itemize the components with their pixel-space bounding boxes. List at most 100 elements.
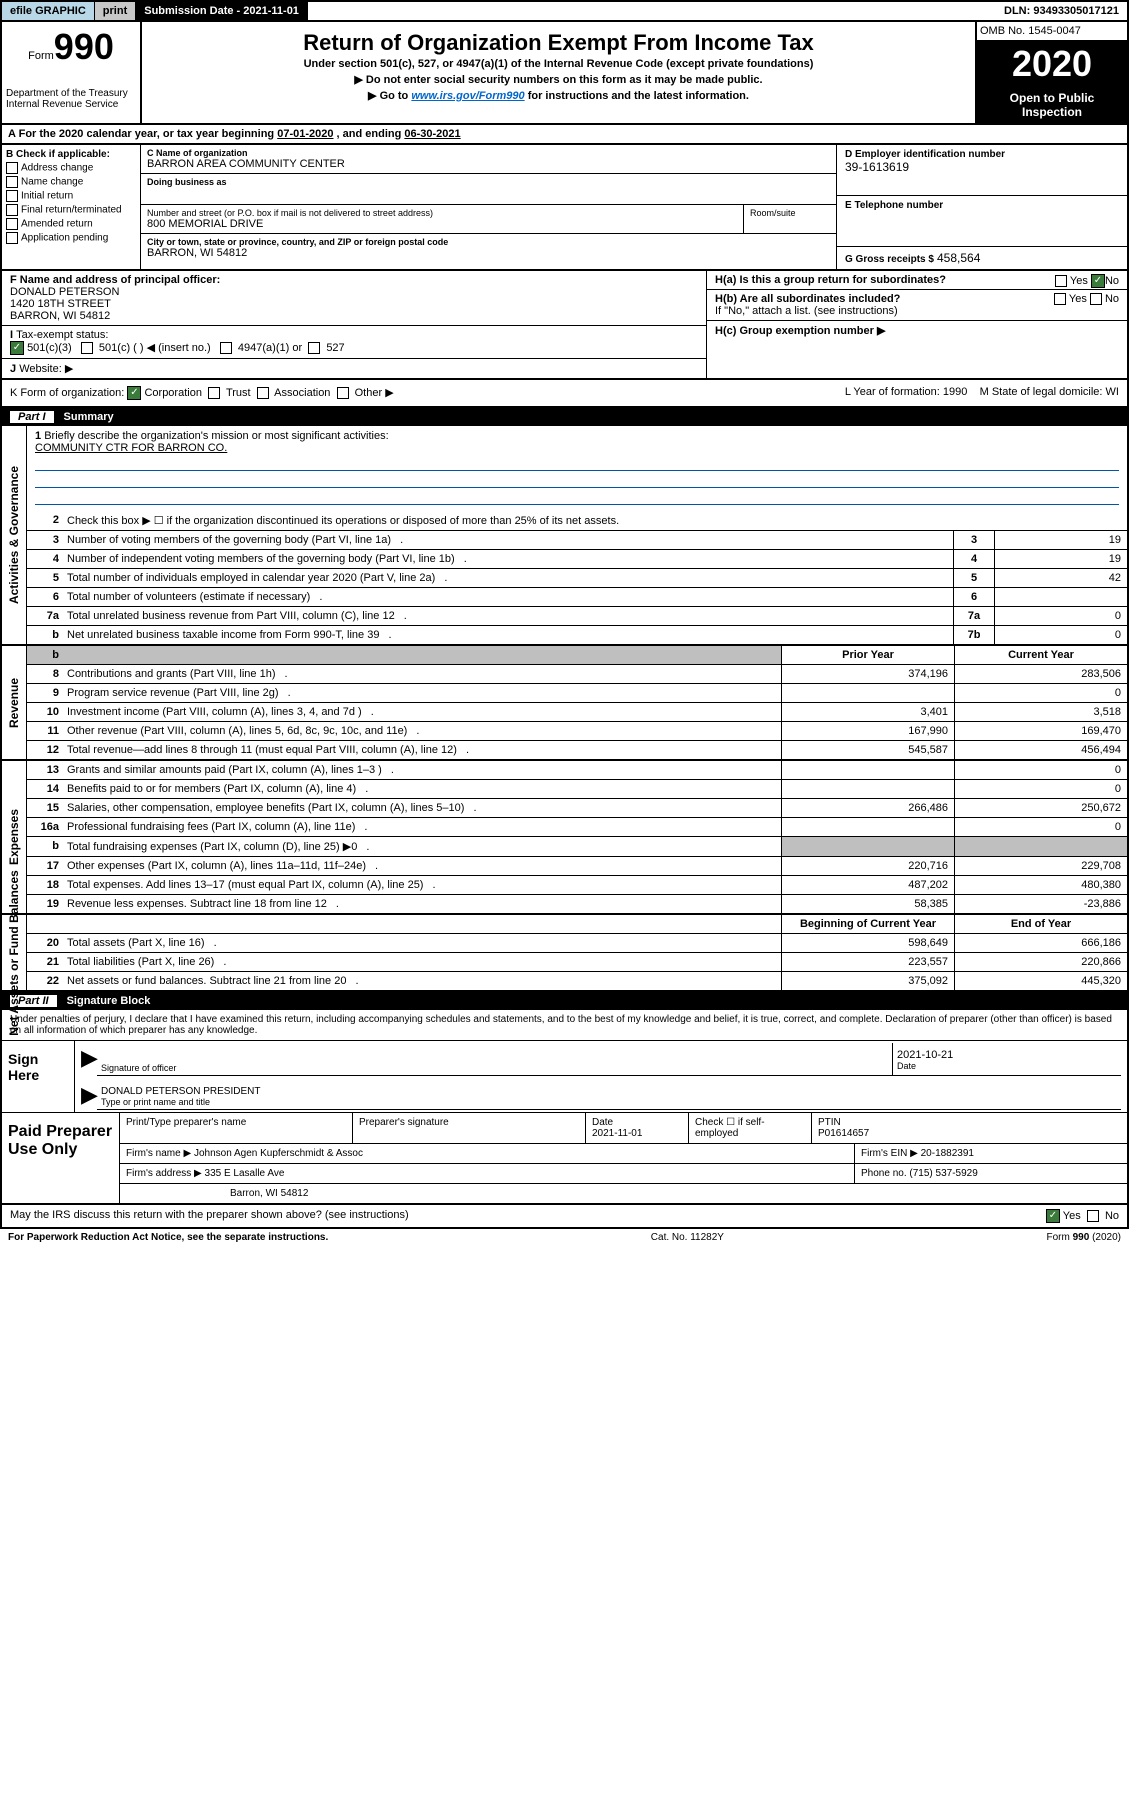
discuss-no-label: No <box>1105 1210 1119 1222</box>
submission-date: Submission Date - 2021-11-01 <box>136 2 308 20</box>
discuss-label: May the IRS discuss this return with the… <box>10 1209 409 1223</box>
instr-ssn: Do not enter social security numbers on … <box>148 73 969 86</box>
application-pending-checkbox[interactable] <box>6 232 18 244</box>
hc-label: H(c) Group exemption number ▶ <box>715 325 885 337</box>
instr-link-row: Go to www.irs.gov/Form990 for instructio… <box>148 89 969 102</box>
sig-name-value: DONALD PETERSON PRESIDENT <box>101 1086 1117 1097</box>
trust-checkbox[interactable] <box>208 387 220 399</box>
initial-return-label: Initial return <box>21 191 73 202</box>
firm-phone-value: (715) 537-5929 <box>909 1168 977 1179</box>
part1-title: Summary <box>64 411 114 423</box>
address-change-checkbox[interactable] <box>6 162 18 174</box>
print-button[interactable]: print <box>95 2 136 20</box>
initial-return-checkbox[interactable] <box>6 190 18 202</box>
form-right-block: OMB No. 1545-0047 2020 Open to Public In… <box>975 22 1127 123</box>
form-subtitle: Under section 501(c), 527, or 4947(a)(1)… <box>148 58 969 70</box>
final-return-checkbox[interactable] <box>6 204 18 216</box>
footer: For Paperwork Reduction Act Notice, see … <box>0 1229 1129 1246</box>
firm-addr1-value: 335 E Lasalle Ave <box>205 1168 285 1179</box>
discuss-yes-label: Yes <box>1063 1210 1081 1222</box>
hb-no-label: No <box>1105 293 1119 305</box>
hb-note: If "No," attach a list. (see instruction… <box>715 305 1119 317</box>
efile-label[interactable]: efile GRAPHIC <box>2 2 95 20</box>
table-row: 12Total revenue—add lines 8 through 11 (… <box>27 741 1127 759</box>
name-change-checkbox[interactable] <box>6 176 18 188</box>
form-number: 990 <box>54 26 114 67</box>
501c3-checkbox[interactable]: ✓ <box>10 341 24 355</box>
discuss-row: May the IRS discuss this return with the… <box>0 1205 1129 1229</box>
table-row: bNet unrelated business taxable income f… <box>27 626 1127 644</box>
sig-arrow-icon: ▶ <box>81 1043 97 1076</box>
sig-arrow-icon: ▶ <box>81 1080 97 1110</box>
sign-here-label: Sign Here <box>2 1041 74 1112</box>
501c-label: 501(c) ( ) ◀ (insert no.) <box>99 342 211 354</box>
blank-line <box>35 473 1119 488</box>
final-return-label: Final return/terminated <box>21 205 122 216</box>
net-assets-section: Net Assets or Fund Balances Beginning of… <box>0 915 1129 992</box>
penalties-text: Under penalties of perjury, I declare th… <box>2 1010 1127 1040</box>
side-label-netassets: Net Assets or Fund Balances <box>7 870 21 1036</box>
dba-label: Doing business as <box>147 177 830 187</box>
table-row: 21Total liabilities (Part X, line 26)223… <box>27 953 1127 972</box>
table-row: 13Grants and similar amounts paid (Part … <box>27 761 1127 780</box>
table-row: 17Other expenses (Part IX, column (A), l… <box>27 857 1127 876</box>
hb-no-checkbox[interactable] <box>1090 293 1102 305</box>
open-public-label: Open to Public Inspection <box>977 87 1127 123</box>
signature-block: Under penalties of perjury, I declare th… <box>0 1010 1129 1205</box>
table-row: 18Total expenses. Add lines 13–17 (must … <box>27 876 1127 895</box>
table-row: 22Net assets or fund balances. Subtract … <box>27 972 1127 990</box>
catalog-number: Cat. No. 11282Y <box>651 1232 724 1243</box>
gross-receipts-label: G Gross receipts $ <box>845 254 934 265</box>
section-b-checkboxes: B Check if applicable: Address change Na… <box>2 145 141 269</box>
firm-addr-label: Firm's address ▶ <box>126 1168 202 1179</box>
amended-return-label: Amended return <box>21 219 93 230</box>
ein-label: D Employer identification number <box>845 149 1119 160</box>
tax-year: 2020 <box>977 41 1127 87</box>
4947-checkbox[interactable] <box>220 342 232 354</box>
footer-year: 2020 <box>1095 1232 1117 1243</box>
side-label-revenue: Revenue <box>7 678 21 728</box>
officer-name: DONALD PETERSON <box>10 286 698 298</box>
bcy-header: Beginning of Current Year <box>781 915 954 933</box>
section-klm: K Form of organization: ✓ Corporation Tr… <box>0 380 1129 408</box>
discuss-yes-checkbox[interactable]: ✓ <box>1046 1209 1060 1223</box>
assoc-label: Association <box>274 387 330 399</box>
527-checkbox[interactable] <box>308 342 320 354</box>
revenue-section: Revenue b Prior Year Current Year 8Contr… <box>0 646 1129 761</box>
officer-addr2: BARRON, WI 54812 <box>10 310 698 322</box>
side-label-expenses: Expenses <box>7 809 21 865</box>
assoc-checkbox[interactable] <box>257 387 269 399</box>
discuss-no-checkbox[interactable] <box>1087 1210 1099 1222</box>
ha-yes-checkbox[interactable] <box>1055 275 1067 287</box>
section-c-block: C Name of organization BARRON AREA COMMU… <box>141 145 836 269</box>
ha-no-checkbox[interactable]: ✓ <box>1091 274 1105 288</box>
sig-name-label: Type or print name and title <box>101 1097 1117 1107</box>
application-pending-label: Application pending <box>21 233 108 244</box>
other-checkbox[interactable] <box>337 387 349 399</box>
part1-header: Part I Summary <box>0 408 1129 426</box>
state-domicile: WI <box>1106 386 1119 398</box>
dln: DLN: 93493305017121 <box>996 2 1127 20</box>
table-row: 8Contributions and grants (Part VIII, li… <box>27 665 1127 684</box>
paid-preparer-label: Paid Preparer Use Only <box>2 1113 120 1203</box>
form-title-block: Return of Organization Exempt From Incom… <box>142 22 975 123</box>
amended-return-checkbox[interactable] <box>6 218 18 230</box>
501c-checkbox[interactable] <box>81 342 93 354</box>
city-state-zip: BARRON, WI 54812 <box>147 247 830 259</box>
instructions-link[interactable]: www.irs.gov/Form990 <box>411 90 524 102</box>
omb-number: OMB No. 1545-0047 <box>977 22 1127 41</box>
firm-ein-value: 20-1882391 <box>921 1148 974 1159</box>
hb-yes-checkbox[interactable] <box>1054 293 1066 305</box>
table-row: 10Investment income (Part VIII, column (… <box>27 703 1127 722</box>
sig-date-value: 2021-10-21 <box>897 1049 1117 1061</box>
firm-phone-label: Phone no. <box>861 1168 907 1179</box>
corp-checkbox[interactable]: ✓ <box>127 386 141 400</box>
527-label: 527 <box>326 342 344 354</box>
mission-text: COMMUNITY CTR FOR BARRON CO. <box>35 442 1119 454</box>
eoy-header: End of Year <box>954 915 1127 933</box>
form-number-block: Form990 Department of the Treasury Inter… <box>2 22 142 123</box>
period-begin: 07-01-2020 <box>277 128 333 140</box>
prep-date-value: 2021-11-01 <box>592 1128 642 1139</box>
prep-sig-label: Preparer's signature <box>353 1113 586 1143</box>
trust-label: Trust <box>226 387 251 399</box>
